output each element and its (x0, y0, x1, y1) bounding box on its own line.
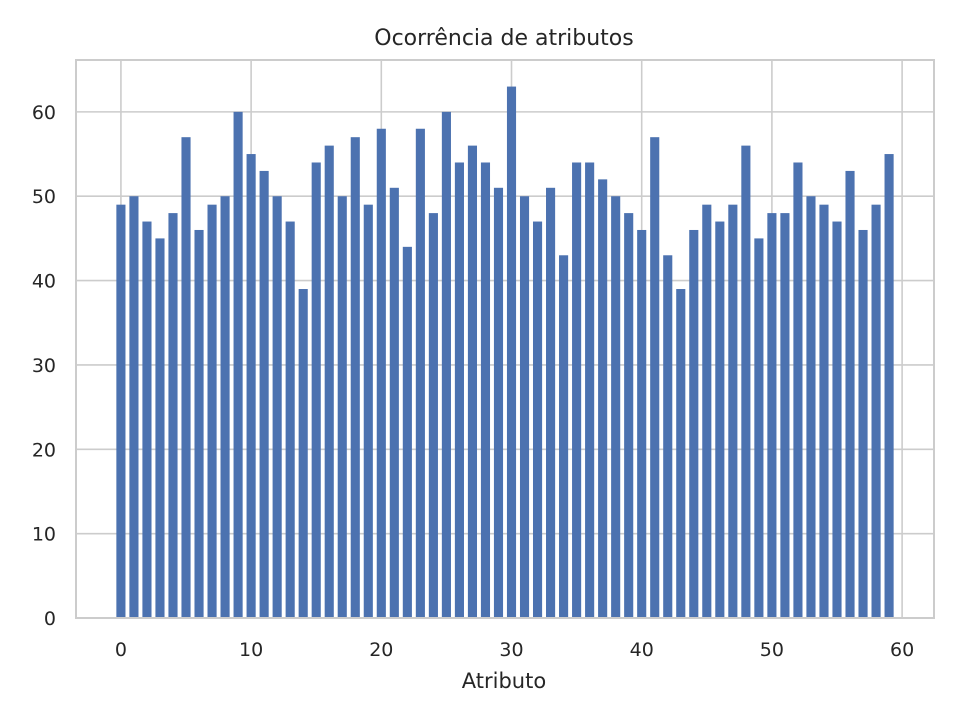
x-tick-label: 10 (239, 639, 263, 661)
bar (532, 221, 543, 618)
chart-title: Ocorrência de atributos (374, 26, 633, 51)
x-tick-label: 20 (369, 639, 393, 661)
bar (207, 204, 217, 618)
bar (181, 137, 191, 619)
bar (819, 204, 829, 618)
bar (858, 229, 868, 619)
y-tick-label: 10 (32, 524, 56, 546)
bar (116, 204, 126, 618)
bar (129, 196, 139, 618)
y-tick-label: 50 (32, 186, 56, 208)
y-tick-label: 20 (32, 439, 56, 461)
bar (259, 170, 269, 618)
bars (116, 86, 894, 619)
bar (311, 162, 321, 618)
bar (415, 128, 425, 619)
y-tick-label: 30 (32, 355, 56, 377)
bar (611, 196, 621, 618)
bar (402, 246, 412, 618)
bar (246, 154, 256, 618)
bar (689, 229, 699, 619)
bar (676, 289, 686, 618)
bar (624, 213, 634, 618)
x-tick-label: 30 (499, 639, 523, 661)
bar (793, 162, 803, 618)
bar (806, 196, 816, 618)
bar (637, 229, 647, 619)
grid-lines (76, 60, 934, 619)
bar (324, 145, 334, 618)
y-tick-label: 60 (32, 102, 56, 124)
bar (767, 213, 777, 618)
bar (572, 162, 582, 618)
bar (194, 229, 204, 619)
bar (142, 221, 152, 618)
bar (650, 137, 660, 619)
bar (233, 111, 243, 618)
bar (506, 86, 517, 619)
bar (376, 128, 386, 619)
bar (389, 187, 399, 619)
bar (285, 221, 295, 618)
bar (754, 238, 764, 619)
bar (741, 145, 751, 618)
bar (272, 196, 282, 618)
x-axis-label: Atributo (462, 669, 546, 693)
x-tick-label: 0 (115, 639, 127, 661)
bar (337, 196, 347, 618)
bar (467, 145, 478, 618)
bar (884, 154, 894, 618)
bar (728, 204, 738, 618)
bar (598, 179, 608, 619)
y-tick-label: 40 (32, 271, 56, 293)
bar (871, 204, 881, 618)
bar (155, 238, 165, 619)
x-tick-label: 60 (890, 639, 914, 661)
bar (546, 187, 556, 619)
bar (480, 162, 491, 618)
bar (585, 162, 595, 618)
x-tick-label: 50 (760, 639, 784, 661)
bar (168, 213, 178, 618)
x-tick-labels: 0 10 20 30 40 50 60 (115, 639, 914, 661)
y-tick-label: 0 (44, 608, 56, 630)
y-tick-labels: 0 10 20 30 40 50 60 (32, 102, 56, 630)
x-tick-label: 40 (630, 639, 654, 661)
bar (298, 289, 308, 618)
bar (702, 204, 712, 618)
bar (663, 255, 673, 618)
bar (493, 187, 504, 619)
bar (363, 204, 373, 618)
bar (350, 137, 360, 619)
bar (559, 255, 569, 618)
bar (780, 213, 790, 618)
bar (832, 221, 842, 618)
bar (428, 213, 438, 618)
bar (454, 162, 464, 618)
bar (519, 196, 530, 618)
bar (220, 196, 230, 618)
bar (715, 221, 725, 618)
bar (441, 111, 451, 618)
plot-frame (75, 59, 935, 619)
bar (845, 170, 855, 618)
